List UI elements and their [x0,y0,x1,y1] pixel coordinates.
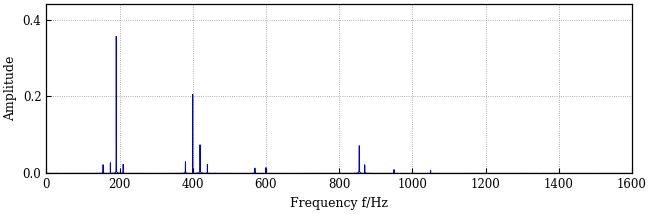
Y-axis label: Amplitude: Amplitude [4,56,17,122]
X-axis label: Frequency f/Hz: Frequency f/Hz [290,197,388,210]
